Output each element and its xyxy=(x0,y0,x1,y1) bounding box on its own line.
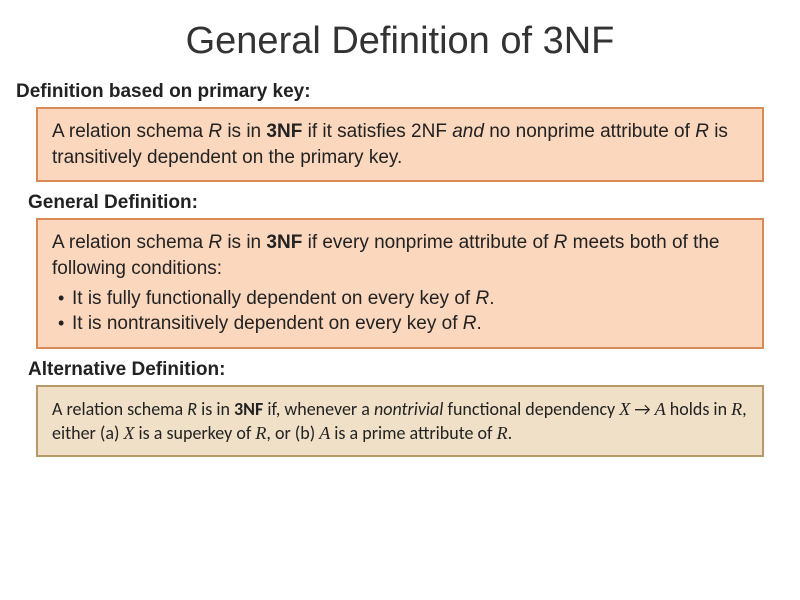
text: A relation schema xyxy=(52,398,187,420)
text: It is fully functionally dependent on ev… xyxy=(72,288,475,309)
slide: General Definition of 3NF Definition bas… xyxy=(0,0,800,600)
text: A relation schema xyxy=(52,121,208,142)
definition-general-box: A relation schema R is in 3NF if every n… xyxy=(36,218,764,349)
text: A relation schema xyxy=(52,232,208,253)
var-r: R xyxy=(554,232,568,253)
text: holds in xyxy=(666,398,731,420)
text: . xyxy=(508,422,513,444)
text: . xyxy=(477,313,482,334)
term-3nf: 3NF xyxy=(266,121,302,142)
text: if it satisfies 2NF xyxy=(302,121,452,142)
term-3nf: 3NF xyxy=(266,232,302,253)
text: is in xyxy=(197,398,234,420)
text: if, whenever a xyxy=(263,398,374,420)
text: no nonprime attribute of xyxy=(484,121,695,142)
var-r: R xyxy=(731,399,742,419)
text: is in xyxy=(222,121,266,142)
var-r: R xyxy=(208,232,222,253)
text: functional dependency xyxy=(443,398,619,420)
var-a: A xyxy=(655,399,666,419)
slide-title: General Definition of 3NF xyxy=(0,20,800,63)
text: if every nonprime attribute of xyxy=(302,232,553,253)
definition-alt-label: Alternative Definition: xyxy=(28,359,800,381)
definition-alt-box: A relation schema R is in 3NF if, whenev… xyxy=(36,385,764,458)
var-x: X xyxy=(123,423,134,443)
arrow: → xyxy=(630,398,654,420)
var-r: R xyxy=(255,423,266,443)
var-r: R xyxy=(695,121,709,142)
var-r: R xyxy=(497,423,508,443)
term-3nf: 3NF xyxy=(234,398,263,420)
var-r: R xyxy=(475,288,489,309)
definition-general-label: General Definition: xyxy=(28,192,800,214)
var-r: R xyxy=(208,121,222,142)
list-item: It is fully functionally dependent on ev… xyxy=(52,286,748,312)
text: is in xyxy=(222,232,266,253)
text: . xyxy=(489,288,494,309)
text: is a superkey of xyxy=(134,422,255,444)
word-nontrivial: nontrivial xyxy=(374,398,443,420)
var-r: R xyxy=(187,398,197,420)
word-and: and xyxy=(452,121,484,142)
var-r: R xyxy=(463,313,477,334)
bullet-list: It is fully functionally dependent on ev… xyxy=(52,286,748,337)
list-item: It is nontransitively dependent on every… xyxy=(52,311,748,337)
var-a: A xyxy=(319,423,330,443)
text: It is nontransitively dependent on every… xyxy=(72,313,463,334)
text: , or (b) xyxy=(266,422,319,444)
text: is a prime attribute of xyxy=(330,422,496,444)
definition-pk-label: Definition based on primary key: xyxy=(16,81,800,103)
definition-pk-box: A relation schema R is in 3NF if it sati… xyxy=(36,107,764,182)
var-x: X xyxy=(619,399,630,419)
